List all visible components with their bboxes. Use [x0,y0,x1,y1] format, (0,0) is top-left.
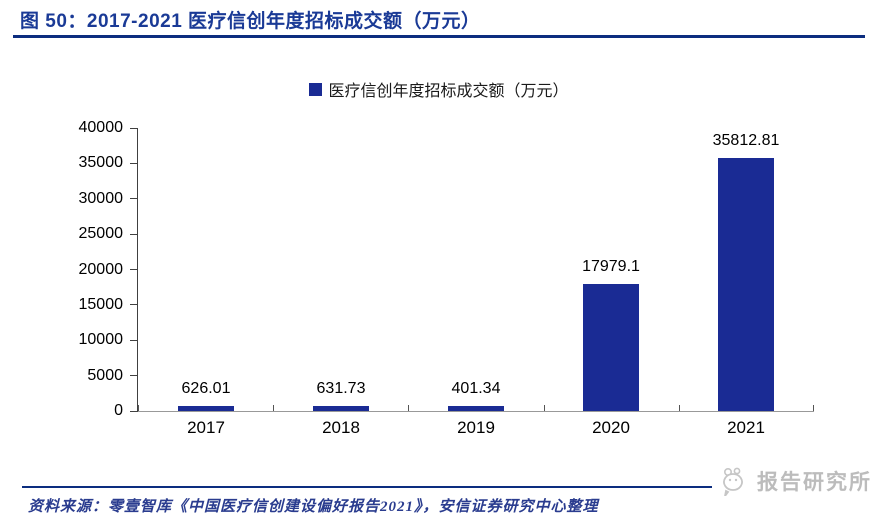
x-axis-tick [408,405,409,411]
bar-value-label: 35812.81 [712,132,780,149]
x-axis-tick [544,405,545,411]
legend-swatch-icon [309,82,323,96]
bar-value-label: 631.73 [316,380,366,397]
y-axis-label: 35000 [78,154,124,172]
bar-2019 [448,406,504,411]
bar-value-label: 626.01 [181,380,231,397]
y-axis-tick [130,375,138,377]
x-axis-category-label: 2021 [727,418,765,437]
y-axis-tick [130,339,138,341]
title-divider [13,35,865,38]
x-axis-category-label: 2020 [592,418,630,437]
y-axis-tick [130,304,138,306]
source-attribution: 资料来源：零壹智库《中国医疗信创建设偏好报告2021》，安信证券研究中心整理 [28,499,599,515]
y-axis-tick [130,127,138,129]
bar-chart-plot-area: 0 5000 10000 15000 20000 25000 30000 35000 40000… [79,120,814,437]
y-axis-tick [130,233,138,235]
watermark-text: 报告研究所 [757,471,872,494]
y-axis-tick [130,410,138,412]
watermark: 报告研究所 [719,466,872,496]
bar-value-label: 401.34 [451,380,501,397]
x-axis-tick [138,405,139,411]
y-axis-label: 5000 [87,366,123,384]
y-axis-label: 15000 [78,295,124,313]
y-axis-label: 25000 [78,225,124,243]
y-axis-label: 0 [114,402,123,419]
legend-label: 医疗信创年度招标成交额（万元） [328,83,569,100]
x-axis-tick [273,405,274,411]
chart-legend: 医疗信创年度招标成交额（万元） [0,77,878,101]
bar-2017 [178,406,234,411]
y-axis-tick [130,198,138,200]
y-axis-label: 20000 [78,260,124,278]
y-axis-label: 10000 [78,331,124,349]
y-axis-tick [130,162,138,164]
y-axis-label: 40000 [78,119,124,136]
y-axis-tick [130,269,138,270]
chat-bubble-logo-icon [723,467,743,496]
figure-title: 图 50：2017-2021 医疗信创年度招标成交额（万元） [20,11,481,32]
footer-divider [22,486,712,488]
x-axis-category-label: 2017 [187,418,225,437]
y-axis-label: 30000 [78,189,124,207]
bar-2020 [583,284,639,411]
x-axis-category-label: 2019 [457,418,495,437]
x-axis-category-label: 2018 [322,418,360,437]
bar-2018 [313,406,369,411]
x-axis-tick [679,405,680,411]
bar-2021 [718,158,774,411]
bar-value-label: 17979.1 [582,258,640,275]
x-axis-tick [813,405,814,411]
